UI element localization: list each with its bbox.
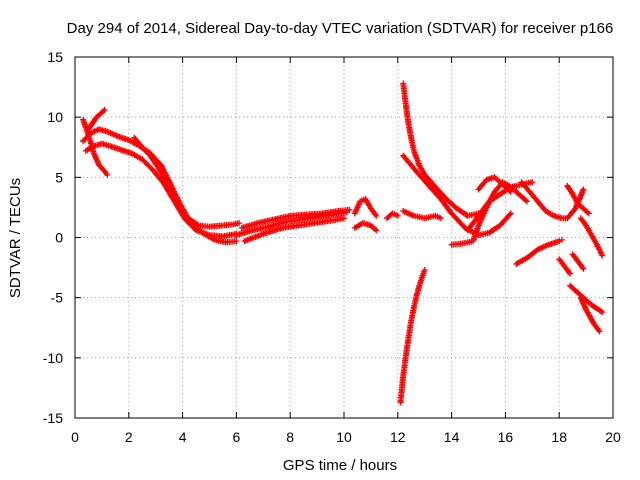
x-tick-label: 2 bbox=[125, 429, 133, 445]
y-tick-label: -5 bbox=[51, 290, 64, 306]
x-tick-label: 14 bbox=[444, 429, 460, 445]
x-tick-label: 20 bbox=[605, 429, 621, 445]
y-tick-label: -15 bbox=[43, 410, 63, 426]
series-trace-1 bbox=[80, 116, 111, 178]
y-tick-label: 0 bbox=[55, 230, 63, 246]
marker-trace bbox=[233, 209, 350, 239]
marker-trace bbox=[577, 215, 606, 259]
y-tick-label: 10 bbox=[47, 109, 63, 125]
series-trace-21 bbox=[564, 182, 592, 217]
x-tick-label: 12 bbox=[390, 429, 406, 445]
series-trace-5 bbox=[131, 134, 240, 246]
marker-trace bbox=[513, 236, 565, 267]
series-trace-26 bbox=[569, 251, 587, 272]
marker-trace bbox=[131, 134, 240, 246]
marker-trace bbox=[475, 174, 514, 195]
marker-trace bbox=[400, 208, 444, 222]
x-tick-label: 6 bbox=[233, 429, 241, 445]
marker-trace bbox=[351, 220, 380, 234]
x-tick-label: 0 bbox=[71, 429, 79, 445]
x-tick-label: 18 bbox=[551, 429, 567, 445]
marker-trace bbox=[397, 267, 428, 406]
series-trace-4 bbox=[85, 106, 108, 133]
series-trace-9 bbox=[351, 196, 380, 219]
y-tick-label: 5 bbox=[55, 169, 63, 185]
chart-title: Day 294 of 2014, Sidereal Day-to-day VTE… bbox=[67, 20, 614, 37]
series-trace-13 bbox=[400, 80, 482, 219]
axis-ticks: 0 2 4 6 8 10 12 14 16 18 20 -15 -10 -5 0 5 10 15 bbox=[43, 49, 621, 445]
marker-trace bbox=[569, 251, 587, 272]
series-trace-18 bbox=[475, 174, 514, 195]
series-trace-25 bbox=[577, 294, 603, 335]
series-trace-11 bbox=[384, 210, 401, 222]
series-trace-10 bbox=[351, 220, 380, 234]
grid-lines bbox=[75, 57, 613, 418]
x-tick-label: 16 bbox=[498, 429, 514, 445]
marker-trace bbox=[564, 182, 592, 217]
series-trace-8 bbox=[241, 215, 347, 245]
y-tick-label: 15 bbox=[47, 49, 63, 65]
series-trace-7 bbox=[233, 209, 350, 239]
x-tick-label: 10 bbox=[336, 429, 352, 445]
x-tick-label: 4 bbox=[179, 429, 187, 445]
marker-trace bbox=[400, 80, 482, 219]
marker-trace bbox=[577, 294, 603, 335]
marker-trace bbox=[556, 256, 573, 277]
series-trace-20 bbox=[513, 236, 565, 267]
series-trace-12 bbox=[400, 208, 444, 222]
marker-trace bbox=[241, 215, 347, 245]
series-trace-19 bbox=[518, 179, 587, 222]
x-tick-label: 8 bbox=[286, 429, 294, 445]
y-tick-label: -10 bbox=[43, 350, 63, 366]
marker-trace bbox=[80, 116, 111, 178]
marker-trace bbox=[384, 210, 401, 222]
x-axis-label: GPS time / hours bbox=[283, 457, 397, 474]
y-axis-label: SDTVAR / TECUs bbox=[7, 178, 24, 298]
marker-trace bbox=[518, 179, 587, 222]
series-trace-23 bbox=[556, 256, 573, 277]
series-trace-22 bbox=[577, 215, 606, 259]
series-trace-15 bbox=[397, 267, 428, 406]
marker-trace bbox=[351, 196, 380, 219]
data-points bbox=[80, 80, 606, 406]
marker-trace bbox=[85, 106, 108, 133]
